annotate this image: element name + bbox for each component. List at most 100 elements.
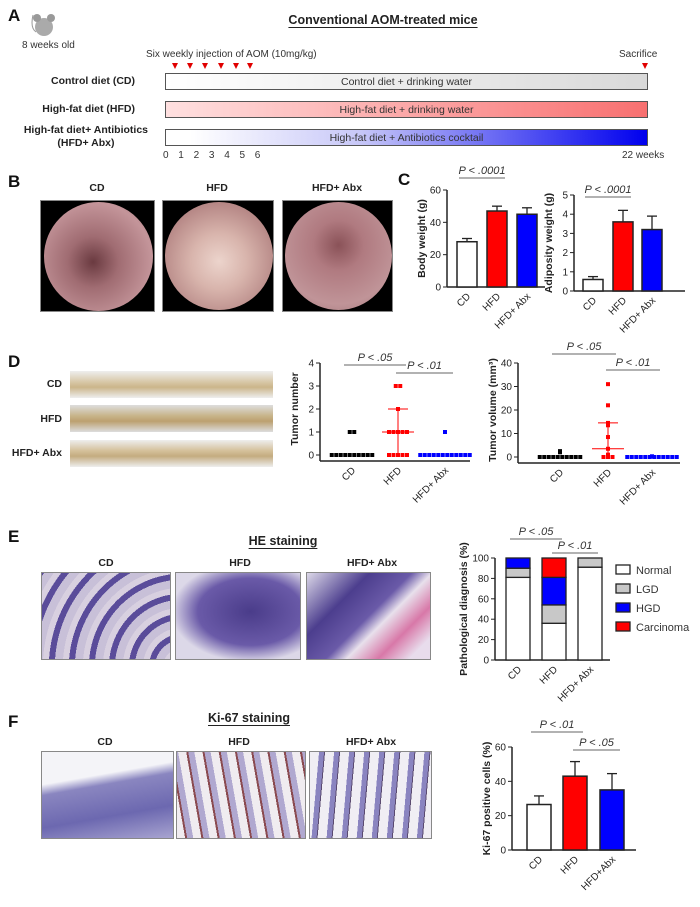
data-point (606, 403, 610, 408)
data-point (542, 455, 547, 459)
y-tick-label: 40 (430, 218, 442, 229)
panel-e-letter: E (8, 527, 20, 546)
data-point (347, 430, 352, 434)
y-tick-label: 0 (562, 287, 568, 298)
data-point (445, 453, 450, 457)
timeline-tick: 3 (208, 150, 215, 161)
p-value-label: P < .01 (540, 719, 575, 731)
data-point (606, 382, 610, 387)
age-label: 8 weeks old (22, 40, 75, 51)
he-image-hfd (175, 572, 301, 660)
data-point (661, 455, 666, 459)
endoscopy-image-hfd (162, 200, 274, 312)
data-point (393, 384, 398, 388)
he-label-hfd: HFD (229, 557, 251, 569)
ki67-label-cd: CD (97, 736, 113, 748)
y-axis-label: Ki-67 positive cells (%) (481, 742, 493, 856)
he-label-cd: CD (98, 557, 114, 569)
mouse-icon (31, 14, 55, 36)
y-tick-label: 2 (308, 405, 314, 416)
data-point (537, 455, 542, 459)
data-point (674, 455, 679, 459)
bar-hfd (486, 210, 508, 288)
timeline-bar-abx: High-fat diet + Antibiotics cocktail (165, 129, 648, 146)
ki67-image-abx (309, 751, 432, 839)
x-tick-label: HFD+ Abx (411, 465, 451, 505)
data-point (467, 453, 472, 457)
injection-arrow-icon (187, 63, 193, 69)
bar-cd (582, 278, 604, 292)
y-axis-label: Body weight (g) (416, 199, 428, 278)
data-point (422, 453, 427, 457)
endoscopy-label-abx: HFD+ Abx (311, 182, 363, 194)
x-tick-label: CD (527, 854, 545, 872)
data-point (352, 453, 357, 457)
data-point (427, 453, 432, 457)
y-tick-label: 3 (308, 382, 314, 393)
colon-image-hfd (70, 405, 273, 432)
ki67-image-cd (41, 751, 174, 839)
data-point (647, 455, 652, 459)
data-point (338, 453, 343, 457)
he-label-abx: HFD+ Abx (346, 557, 398, 569)
injection-arrow-icon (202, 63, 208, 69)
data-point (361, 453, 366, 457)
data-point (601, 455, 606, 459)
y-tick-label: 100 (472, 554, 489, 565)
data-point (625, 455, 630, 459)
data-point (665, 455, 670, 459)
data-point (560, 455, 565, 459)
data-point (387, 453, 391, 457)
y-tick-label: 2 (562, 248, 568, 259)
x-tick-label: HFD (481, 291, 503, 313)
y-tick-label: 5 (562, 191, 568, 202)
data-point (347, 453, 352, 457)
timeline-tick: 2 (193, 150, 200, 161)
data-point (329, 453, 334, 457)
data-point (578, 455, 583, 459)
panel-a-letter: A (8, 6, 21, 25)
p-value-label: P < .05 (567, 341, 603, 353)
bar-hfd (562, 775, 588, 851)
stacked-segment-hgd (541, 576, 567, 606)
data-point (551, 455, 556, 459)
y-tick-label: 0 (506, 453, 512, 464)
y-tick-label: 20 (430, 250, 442, 261)
x-tick-label: HFD+ Abx (618, 467, 658, 507)
data-point (634, 455, 639, 459)
stacked-segment-lgd (505, 567, 531, 579)
injection-arrow-icon (247, 63, 253, 69)
legend-label-normal: Normal (636, 565, 671, 577)
endoscopy-label-cd: CD (89, 182, 105, 194)
bar-cd (456, 240, 478, 288)
stacked-segment-normal (577, 566, 603, 661)
row-label-cd: Control diet (CD) (51, 75, 135, 87)
data-point (670, 455, 675, 459)
legend-swatch-lgd (615, 583, 631, 594)
legend-label-lgd: LGD (636, 584, 659, 596)
y-tick-label: 4 (562, 210, 568, 221)
timeline-bar-hfd: High-fat diet + drinking water (165, 101, 648, 118)
p-value-label: P < .01 (558, 540, 593, 552)
injection-arrow-icon (218, 63, 224, 69)
data-point (555, 455, 560, 459)
p-value-label: P < .0001 (459, 165, 506, 177)
y-tick-label: 1 (562, 267, 568, 278)
panel-e-title: HE staining (248, 534, 318, 548)
p-value-label: P < .01 (407, 360, 442, 372)
endoscopy-image-abx (282, 200, 393, 312)
y-axis-label: Adiposity weight (g) (543, 193, 555, 293)
data-point (558, 449, 562, 454)
x-tick-label: CD (581, 295, 599, 313)
injection-arrow-icon (642, 63, 648, 69)
y-tick-label: 10 (501, 429, 513, 440)
data-point (352, 430, 357, 434)
timeline-end-tick: 22 weeks (622, 150, 665, 161)
panel-c-letter: C (398, 170, 411, 189)
timeline-bar-cd: Control diet + drinking water (165, 73, 648, 90)
x-tick-label: HFD (607, 295, 629, 317)
p-value-label: P < .05 (579, 737, 615, 749)
y-tick-label: 1 (308, 428, 314, 439)
stacked-segment-lgd (541, 604, 567, 624)
y-tick-label: 0 (500, 846, 506, 857)
